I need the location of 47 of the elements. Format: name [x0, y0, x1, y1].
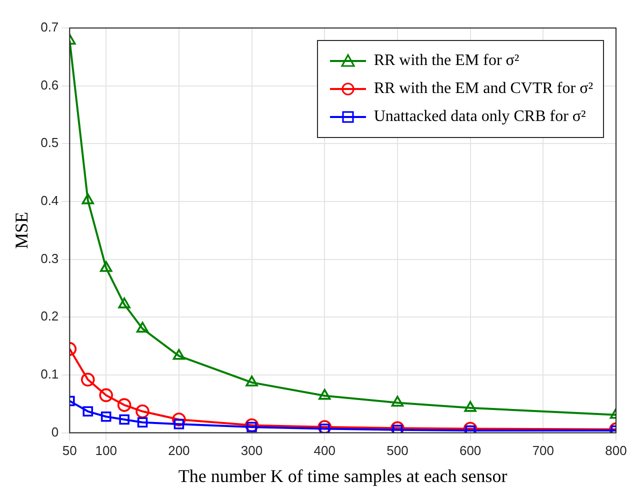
- point: [319, 424, 330, 433]
- point: [172, 348, 186, 360]
- point: [318, 388, 331, 400]
- y-tick-label: 0.2: [40, 308, 59, 324]
- x-tick-label: 300: [240, 443, 263, 458]
- point: [172, 412, 186, 426]
- point: [118, 298, 130, 308]
- y-tick-label: 0.7: [40, 20, 59, 35]
- point: [100, 411, 112, 422]
- point: [136, 404, 150, 418]
- point: [392, 424, 403, 433]
- y-tick-label: 0: [51, 424, 59, 440]
- point: [174, 418, 184, 430]
- y-axis-title: MSE: [12, 212, 32, 249]
- point: [391, 396, 404, 407]
- x-tick-label: 500: [386, 443, 408, 458]
- point: [246, 376, 258, 386]
- y-tick-label: 0.1: [40, 366, 59, 382]
- point: [463, 422, 478, 433]
- point: [318, 420, 332, 433]
- x-tick-label: 700: [532, 443, 554, 458]
- x-axis-title: The number K of time samples at each sensor: [178, 466, 508, 486]
- y-tick-label: 0.6: [40, 77, 59, 92]
- legend-label: Unattacked data only CRB for σ²: [374, 107, 586, 127]
- x-tick-label: 600: [459, 443, 482, 458]
- point: [464, 401, 476, 412]
- point: [82, 193, 94, 204]
- x-tick-label: 400: [314, 443, 336, 458]
- y-tick-label: 0.4: [40, 193, 59, 208]
- x-tick-label: 50: [62, 443, 77, 458]
- point: [244, 418, 259, 432]
- y-tick-label: 0.3: [40, 250, 59, 266]
- point: [117, 398, 132, 412]
- y-tick-label: 0.5: [40, 135, 59, 150]
- legend-label: RR with the EM and CVTR for σ²: [374, 79, 593, 99]
- point: [100, 261, 112, 272]
- point: [119, 414, 130, 425]
- point: [82, 406, 94, 417]
- x-tick-label: 200: [168, 443, 190, 458]
- point: [99, 388, 113, 402]
- point: [136, 322, 149, 333]
- point: [80, 372, 95, 386]
- point: [137, 417, 148, 428]
- x-tick-label: 800: [605, 443, 627, 458]
- x-tick-label: 100: [95, 443, 117, 458]
- legend-label: RR with the EM for σ²: [374, 51, 520, 71]
- point: [390, 421, 404, 433]
